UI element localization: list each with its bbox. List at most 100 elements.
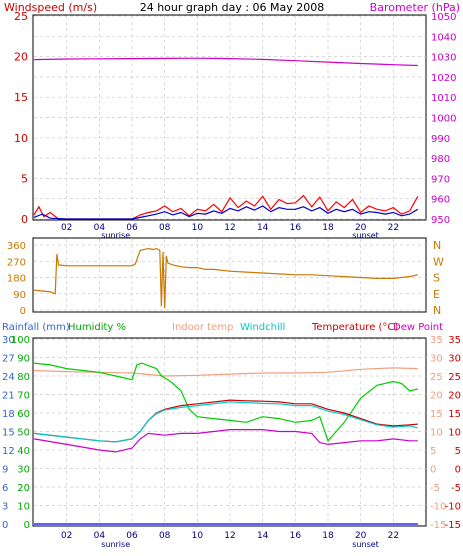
indoor-temp-axis-label: Indoor temp [172,322,233,333]
rainfall-tick-label: 9 [2,465,8,476]
wind-direction-panel [32,237,427,313]
barometer-tick-label: 1030 [431,53,456,64]
barometer-axis-label: Barometer (hPa) [370,1,460,14]
wind-baro-hour-labels: 02 04 06 08 10 12 14 16 18 20 22 sunrise sunset [61,223,399,240]
barometer-tick-label: 990 [431,134,450,145]
rainfall-tick-label: 18 [2,409,15,420]
rainfall-tick-label: 24 [2,372,15,383]
wind-baro-gridlines [34,15,426,220]
barometer-tick-label: 1000 [431,114,456,125]
temperature-tick-labels: -15 -10 -5 0 5 10 15 20 25 30 35 [445,335,461,531]
hour-label: 02 [61,223,72,233]
indoor-temp-tick-label: -5 [430,483,440,494]
rainfall-tick-label: 21 [2,391,15,402]
compass-label: N [433,304,441,317]
indoor-temp-tick-label: 15 [430,409,443,420]
wind-direction-tick-label: 270 [7,257,26,268]
temp-humidity-panel [32,337,427,527]
dewpoint-axis-label: Dew Point [393,322,443,333]
windspeed-axis-label: Windspeed (m/s) [4,1,97,14]
humidity-tick-label: 0 [24,520,30,531]
windspeed-line [33,205,419,220]
hour-label: 20 [355,223,367,233]
temperature-axis-label: Temperature (°C) [311,322,398,333]
hour-label: 10 [192,531,204,541]
windchill-line [33,401,418,443]
chart-title: 24 hour graph day : 06 May 2008 [140,1,325,14]
barometer-tick-label: 1050 [431,12,456,23]
windspeed-tick-label: 0 [21,213,28,226]
rainfall-tick-label: 15 [2,428,15,439]
wind-direction-tick-label: 0 [20,306,26,317]
rainfall-tick-label: 27 [2,354,15,365]
wind-direction-tick-label: 360 [7,241,26,252]
humidity-tick-label: 70 [17,391,30,402]
windspeed-tick-label: 25 [14,10,28,23]
indoor-temp-tick-labels: -15 -10 -5 0 5 10 15 20 25 30 35 [430,335,446,531]
wind-direction-tick-labels: 0 90 180 270 360 [7,241,26,317]
barometer-tick-label: 970 [431,174,450,185]
windspeed-tick-label: 10 [14,132,28,145]
indoor-temp-tick-label: -10 [430,502,446,513]
hour-label: 18 [322,531,334,541]
barometer-tick-label: 1010 [431,93,456,104]
rainfall-tick-label: 0 [2,520,8,531]
temperature-tick-label: 35 [448,335,461,346]
hour-label: 04 [94,531,106,541]
rainfall-tick-label: 3 [2,502,8,513]
rainfall-tick-label: 30 [2,335,15,346]
barometer-tick-label: 1040 [431,32,456,43]
hour-label: 22 [388,223,399,233]
humidity-tick-label: 40 [17,446,30,457]
barometer-tick-labels: 950 960 970 980 990 1000 1010 1020 1030 1040 1050 [431,12,456,226]
humidity-tick-label: 80 [17,372,30,383]
wind-direction-tick-label: 180 [7,274,26,285]
hour-label: 18 [322,223,334,233]
rainfall-axis-label: Rainfall (mm) [2,322,70,333]
temperature-tick-label: 20 [448,391,461,402]
indoor-temp-tick-label: 25 [430,372,443,383]
wind-baro-series [33,57,419,220]
sunset-label: sunset [352,540,379,549]
temp-humidity-gridlines [34,338,426,525]
hour-label: 06 [126,531,138,541]
indoor-temp-tick-label: -15 [430,520,446,531]
wind-direction-series [33,247,418,309]
temperature-tick-label: -10 [445,502,461,513]
temperature-tick-label: 5 [455,446,461,457]
sunset-label: sunset [352,231,379,240]
indoor-temp-tick-label: 35 [430,335,443,346]
humidity-tick-label: 30 [17,465,30,476]
hour-label: 16 [290,531,302,541]
hour-label: 10 [192,223,204,233]
rainfall-tick-labels: 0 3 6 9 12 15 18 21 24 27 30 [2,335,15,531]
hour-label: 20 [355,531,367,541]
compass-label: S [433,272,440,285]
humidity-axis-label: Humidity % [68,322,126,333]
barometer-tick-label: 1020 [431,73,456,84]
humidity-tick-labels: 0 10 20 30 40 50 60 70 80 90 100 [11,335,30,531]
humidity-line [33,362,418,442]
temperature-tick-label: -15 [445,520,461,531]
sunrise-label: sunrise [101,540,130,549]
rainfall-tick-label: 12 [2,446,15,457]
wind-direction-line [33,247,418,309]
compass-label: W [433,255,444,268]
temperature-tick-label: 10 [448,428,461,439]
humidity-tick-label: 20 [17,483,30,494]
barometer-tick-label: 960 [431,195,450,206]
indoor-temp-tick-label: 5 [430,446,436,457]
barometer-tick-label: 950 [431,215,450,226]
indoor-temp-tick-label: 20 [430,391,443,402]
hour-label: 02 [61,531,72,541]
humidity-tick-label: 60 [17,409,30,420]
compass-label: N [433,239,441,252]
barometer-line [33,57,418,67]
compass-label: E [433,288,440,301]
hour-label: 06 [126,223,138,233]
hour-label: 14 [257,223,269,233]
hour-label: 12 [224,531,235,541]
dew-point-line [33,429,418,453]
